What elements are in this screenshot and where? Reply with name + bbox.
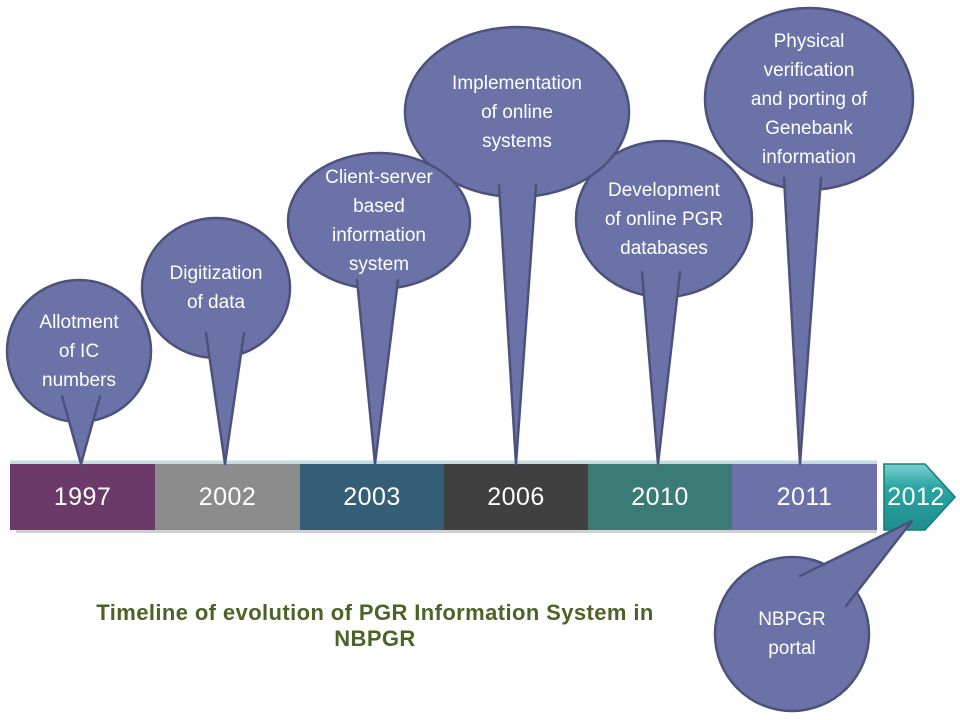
year-label-2002: 2002 [198, 482, 257, 511]
year-label-2011: 2011 [776, 482, 833, 511]
callout-2011 [703, 6, 915, 466]
callout-tail-edge-2002 [204, 331, 246, 466]
callout-2010 [574, 139, 754, 466]
callout-label-2002: Digitization of data [142, 218, 290, 358]
callout-label-1997-text: Allotment of IC numbers [39, 311, 119, 391]
timeline-arrow-2012 [883, 463, 957, 531]
year-label-2003: 2003 [343, 482, 401, 511]
callout-tail-edge-2006 [497, 183, 538, 466]
callout-label-2012-text: NBPGR portal [758, 609, 826, 659]
callout-label-1997: Allotment of IC numbers [7, 280, 151, 422]
callout-tail-2003 [357, 280, 398, 464]
year-label-2012: 2012 [887, 482, 945, 511]
callout-2006 [403, 25, 631, 466]
callout-tail-2011 [784, 178, 821, 464]
callout-label-2003-text: Client-server based information system [325, 167, 433, 275]
callout-label-2002-text: Digitization of data [169, 263, 263, 313]
callout-tail-2006 [499, 185, 536, 464]
timeline-segment-2002 [155, 464, 300, 530]
callout-label-2006-text: Implementation of online systems [452, 72, 582, 152]
timeline-highlight-line [10, 460, 877, 465]
timeline-segment-2003 [300, 464, 444, 530]
timeline-segment-2006 [444, 464, 588, 530]
callout-label-2011: Physical verification and porting of Gen… [705, 8, 913, 190]
callout-label-2003: Client-server based information system [288, 153, 470, 289]
callout-2012 [713, 519, 914, 713]
timeline-segment-2010 [588, 464, 732, 530]
timeline-segment-2011 [732, 464, 877, 530]
timeline-segment-1997 [10, 464, 155, 530]
callout-label-2010: Development of online PGR databases [576, 141, 752, 297]
callout-label-2012: NBPGR portal [715, 557, 869, 711]
callout-label-2010-text: Development of online PGR databases [604, 179, 724, 259]
callout-tail-edge-2012 [798, 519, 914, 608]
year-label-2006: 2006 [487, 482, 545, 511]
timeline-shadow [16, 530, 877, 533]
callout-2002 [140, 216, 292, 466]
callout-1997 [5, 278, 153, 466]
callout-label-2011-text: Physical verification and porting of Gen… [750, 30, 868, 168]
callout-tail-edge-1997 [60, 394, 102, 466]
callout-tail-edge-2003 [355, 278, 400, 466]
callout-tail-edge-2010 [640, 270, 682, 466]
callout-tail-1997 [62, 396, 100, 464]
year-label-1997: 1997 [53, 482, 112, 511]
callout-tail-2010 [642, 272, 680, 464]
callout-tail-2012 [800, 521, 912, 606]
callout-tail-edge-2011 [782, 176, 823, 466]
callout-label-2006: Implementation of online systems [405, 27, 629, 197]
year-label-2010: 2010 [631, 482, 689, 511]
slide-caption: Timeline of evolution of PGR Information… [96, 600, 654, 651]
callout-2003 [286, 151, 472, 466]
callout-tail-2002 [206, 333, 244, 464]
